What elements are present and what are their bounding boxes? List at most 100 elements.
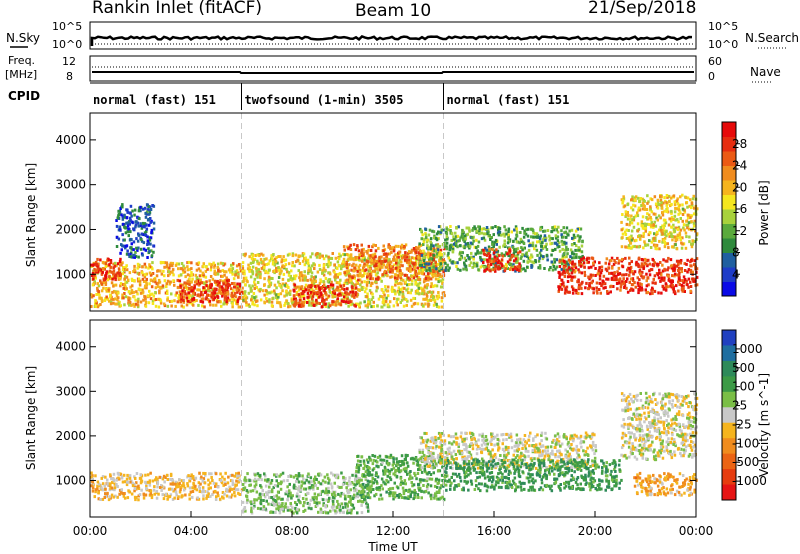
data-cell (477, 268, 480, 272)
data-cell (329, 256, 332, 260)
data-cell (188, 486, 192, 490)
data-cell (160, 484, 163, 487)
data-cell (310, 264, 314, 268)
data-cell (277, 255, 280, 258)
data-cell (221, 294, 224, 298)
data-cell (570, 275, 574, 279)
data-cell (216, 262, 220, 266)
data-cell (382, 253, 386, 256)
data-cell (104, 492, 107, 496)
data-cell (287, 305, 290, 309)
data-cell (600, 284, 603, 288)
data-cell (260, 260, 263, 264)
data-cell (565, 255, 568, 259)
data-cell (276, 301, 279, 305)
data-cell (189, 490, 193, 494)
data-cell (234, 295, 238, 299)
data-cell (435, 305, 439, 308)
data-cell (438, 259, 441, 263)
data-cell (213, 265, 216, 269)
data-cell (287, 262, 291, 266)
data-cell (358, 272, 362, 275)
data-cell (310, 281, 314, 285)
data-cell (630, 206, 633, 210)
data-cell (401, 290, 405, 294)
data-cell (257, 268, 260, 272)
data-cell (177, 296, 180, 300)
data-cell (148, 282, 151, 286)
data-cell (345, 262, 348, 266)
data-cell (346, 245, 349, 249)
data-cell (671, 280, 674, 284)
data-cell (186, 279, 189, 283)
data-cell (368, 272, 372, 276)
data-cell (194, 476, 198, 480)
data-cell (470, 255, 473, 259)
data-cell (642, 275, 646, 279)
data-cell (139, 247, 143, 251)
data-cell (450, 232, 454, 236)
data-cell (291, 264, 294, 268)
data-cell (150, 266, 153, 269)
data-cell (683, 228, 686, 232)
data-cell (436, 244, 440, 248)
data-cell (549, 242, 552, 246)
data-cell (130, 303, 133, 307)
data-cell (430, 291, 433, 294)
data-cell (542, 238, 545, 242)
data-cell (551, 237, 554, 241)
data-cell (91, 482, 95, 486)
data-cell (641, 270, 644, 274)
data-cell (689, 214, 693, 218)
data-cell (503, 243, 506, 247)
data-cell (207, 487, 210, 491)
data-cell (678, 271, 681, 275)
data-cell (182, 270, 185, 274)
data-cell (298, 304, 301, 308)
data-cell (523, 254, 527, 258)
data-cell (294, 300, 297, 304)
data-cell (590, 281, 593, 285)
data-cell (228, 487, 232, 491)
data-cell (642, 265, 646, 269)
data-cell (183, 266, 186, 270)
data-cell (385, 296, 388, 300)
data-cell (152, 244, 155, 248)
data-cell (668, 217, 671, 221)
data-cell (275, 474, 278, 478)
data-cell (480, 248, 484, 252)
data-cell (663, 278, 666, 282)
data-cell (407, 255, 410, 259)
data-cell (488, 254, 492, 258)
freq-left-tick-top: 12 (62, 55, 76, 68)
data-cell (585, 281, 588, 285)
data-cell (385, 254, 388, 258)
data-cell (405, 259, 409, 263)
data-cell (162, 497, 166, 501)
data-cell (211, 288, 214, 292)
data-cell (666, 268, 669, 272)
data-cell (109, 483, 112, 487)
data-cell (148, 263, 151, 267)
data-cell (235, 264, 239, 268)
data-cell (331, 292, 334, 296)
data-cell (415, 259, 418, 263)
data-cell (226, 285, 230, 289)
data-cell (289, 276, 292, 280)
data-cell (696, 207, 699, 211)
data-cell (567, 272, 571, 276)
data-cell (376, 264, 380, 268)
data-cell (291, 254, 295, 258)
data-cell (462, 267, 465, 271)
data-cell (144, 265, 147, 269)
data-cell (409, 269, 412, 273)
data-cell (278, 272, 282, 276)
data-cell (677, 212, 680, 216)
data-cell (570, 268, 573, 272)
data-cell (432, 247, 436, 251)
data-cell (482, 261, 485, 264)
data-cell (492, 260, 496, 264)
data-cell (374, 277, 378, 281)
data-cell (369, 256, 372, 260)
data-cell (293, 283, 297, 287)
